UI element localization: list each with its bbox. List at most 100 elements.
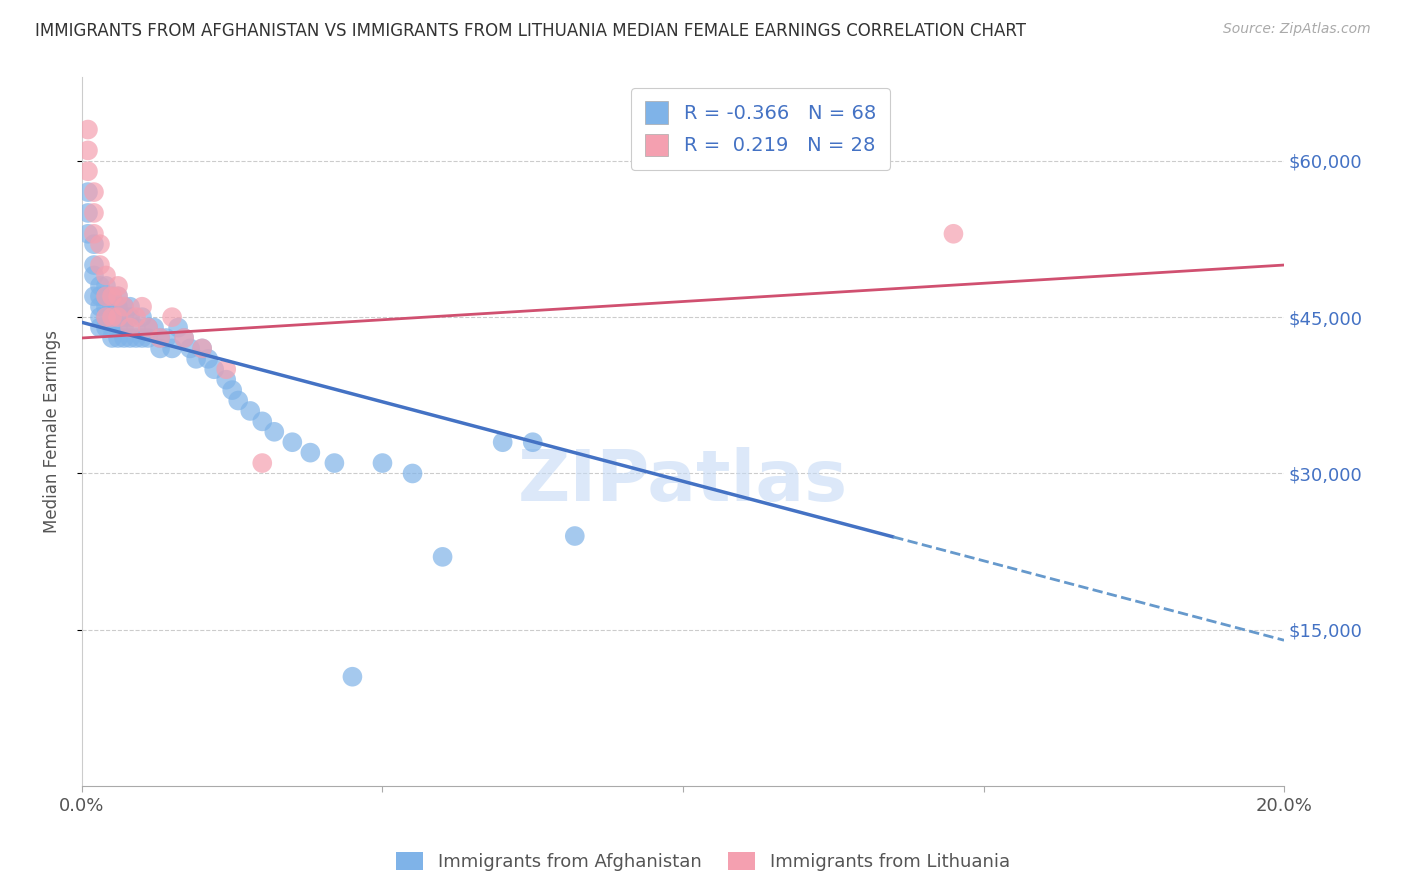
Point <box>89 237 111 252</box>
Point <box>107 300 129 314</box>
Point <box>101 310 124 325</box>
Point <box>522 435 544 450</box>
Point <box>107 289 129 303</box>
Point <box>83 258 105 272</box>
Text: IMMIGRANTS FROM AFGHANISTAN VS IMMIGRANTS FROM LITHUANIA MEDIAN FEMALE EARNINGS : IMMIGRANTS FROM AFGHANISTAN VS IMMIGRANT… <box>35 22 1026 40</box>
Point <box>89 300 111 314</box>
Point <box>94 268 117 283</box>
Point <box>89 310 111 325</box>
Point <box>83 289 105 303</box>
Point <box>77 144 100 158</box>
Point <box>131 310 153 325</box>
Point <box>77 227 100 241</box>
Point <box>77 122 100 136</box>
Point <box>101 289 124 303</box>
Point <box>77 185 100 199</box>
Point <box>89 258 111 272</box>
Point <box>125 331 148 345</box>
Point <box>107 310 129 325</box>
Point <box>101 331 124 345</box>
Point <box>342 670 364 684</box>
Point <box>149 342 172 356</box>
Point <box>77 206 100 220</box>
Point <box>191 342 214 356</box>
Point <box>101 300 124 314</box>
Point <box>215 373 238 387</box>
Point <box>94 278 117 293</box>
Point <box>101 310 124 325</box>
Point <box>149 331 172 345</box>
Point <box>136 320 159 334</box>
Text: ZIPatlas: ZIPatlas <box>517 447 848 516</box>
Point <box>160 310 183 325</box>
Point <box>136 320 159 334</box>
Point <box>94 310 117 325</box>
Point <box>112 300 135 314</box>
Point <box>173 331 195 345</box>
Point <box>101 320 124 334</box>
Point <box>191 342 214 356</box>
Point <box>143 320 166 334</box>
Point <box>125 310 148 325</box>
Point <box>101 289 124 303</box>
Point <box>252 414 274 428</box>
Point <box>107 289 129 303</box>
Point <box>118 300 141 314</box>
Point <box>83 237 105 252</box>
Point <box>83 268 105 283</box>
Legend: R = -0.366   N = 68, R =  0.219   N = 28: R = -0.366 N = 68, R = 0.219 N = 28 <box>631 88 890 169</box>
Point <box>239 404 262 418</box>
Point <box>252 456 274 470</box>
Point <box>299 445 322 459</box>
Point <box>215 362 238 376</box>
Point <box>112 331 135 345</box>
Point <box>221 383 243 397</box>
Point <box>401 467 423 481</box>
Point <box>149 331 172 345</box>
Point <box>226 393 249 408</box>
Y-axis label: Median Female Earnings: Median Female Earnings <box>44 330 60 533</box>
Point <box>281 435 304 450</box>
Point <box>107 320 129 334</box>
Point <box>107 310 129 325</box>
Point <box>179 342 201 356</box>
Point <box>371 456 394 470</box>
Point <box>564 529 586 543</box>
Point <box>77 164 100 178</box>
Point <box>942 227 965 241</box>
Point <box>112 320 135 334</box>
Point <box>107 278 129 293</box>
Point <box>118 331 141 345</box>
Point <box>323 456 346 470</box>
Point <box>89 320 111 334</box>
Point <box>94 310 117 325</box>
Point <box>202 362 225 376</box>
Point <box>89 289 111 303</box>
Point <box>94 300 117 314</box>
Point <box>186 351 208 366</box>
Point <box>83 206 105 220</box>
Point <box>112 310 135 325</box>
Point <box>155 331 177 345</box>
Point <box>89 278 111 293</box>
Point <box>160 342 183 356</box>
Point <box>167 320 190 334</box>
Point <box>197 351 219 366</box>
Point <box>131 300 153 314</box>
Point <box>136 331 159 345</box>
Point <box>112 300 135 314</box>
Point <box>118 310 141 325</box>
Point <box>107 331 129 345</box>
Legend: Immigrants from Afghanistan, Immigrants from Lithuania: Immigrants from Afghanistan, Immigrants … <box>389 845 1017 879</box>
Point <box>83 227 105 241</box>
Point <box>94 289 117 303</box>
Point <box>263 425 285 439</box>
Point <box>94 320 117 334</box>
Point <box>432 549 454 564</box>
Text: Source: ZipAtlas.com: Source: ZipAtlas.com <box>1223 22 1371 37</box>
Point <box>492 435 515 450</box>
Point <box>173 331 195 345</box>
Point <box>83 185 105 199</box>
Point <box>118 320 141 334</box>
Point <box>125 320 148 334</box>
